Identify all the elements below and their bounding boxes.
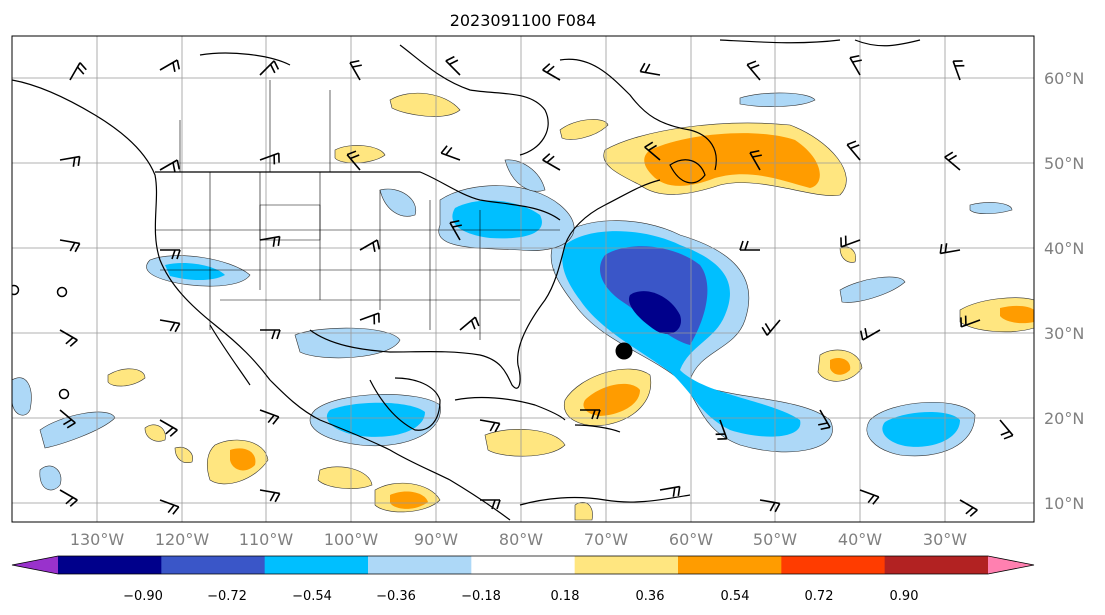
colorbar-segment bbox=[264, 556, 369, 574]
colorbar-tick-label: 0.54 bbox=[721, 589, 750, 604]
calm-circle bbox=[56, 286, 68, 298]
colorbar-segment bbox=[58, 556, 162, 574]
calm-circle bbox=[12, 284, 20, 296]
longitude-labels: 130°W 120°W 110°W 100°W 90°W 80°W 70°W 6… bbox=[70, 530, 967, 549]
lon-label: 70°W bbox=[584, 530, 628, 549]
lon-label: 120°W bbox=[155, 530, 210, 549]
colorbar-tick-label: 0.36 bbox=[636, 589, 665, 604]
calm-circle bbox=[58, 388, 70, 400]
lat-label: 40°N bbox=[1044, 239, 1084, 258]
colorbar-extend-high bbox=[988, 556, 1034, 574]
lon-label: 60°W bbox=[669, 530, 713, 549]
colorbar-tick-label: −0.90 bbox=[123, 589, 163, 604]
colorbar-tick-labels: −0.90 −0.72 −0.54 −0.36 −0.18 0.18 0.36 … bbox=[123, 589, 918, 604]
lon-label: 110°W bbox=[239, 530, 294, 549]
lat-label: 60°N bbox=[1044, 69, 1084, 88]
colorbar-tick-label: 0.18 bbox=[551, 589, 580, 604]
lat-label: 30°N bbox=[1044, 324, 1084, 343]
shaded-field bbox=[12, 92, 1034, 521]
map-title: 2023091100 F084 bbox=[450, 11, 597, 30]
colorbar-tick-label: −0.18 bbox=[461, 589, 501, 604]
colorbar-segment bbox=[161, 556, 266, 574]
colorbar-tick-label: −0.36 bbox=[376, 589, 416, 604]
colorbar-segment bbox=[884, 556, 989, 574]
state-boundaries bbox=[155, 80, 560, 340]
colorbar-segment bbox=[781, 556, 886, 574]
map-panel bbox=[11, 35, 1035, 523]
colorbar-tick-label: 0.90 bbox=[890, 589, 919, 604]
lon-label: 50°W bbox=[753, 530, 797, 549]
lon-label: 80°W bbox=[499, 530, 543, 549]
lat-label: 50°N bbox=[1044, 154, 1084, 173]
lon-label: 30°W bbox=[923, 530, 967, 549]
colorbar-extend-low bbox=[12, 556, 58, 574]
colorbar-outline bbox=[11, 555, 1035, 575]
lon-label: 90°W bbox=[414, 530, 458, 549]
lat-lon-grid bbox=[12, 36, 1034, 522]
lat-label: 20°N bbox=[1044, 409, 1084, 428]
colorbar-tick-label: −0.54 bbox=[292, 589, 332, 604]
colorbar-segment bbox=[678, 556, 782, 574]
colorbar-tick-label: −0.72 bbox=[207, 589, 247, 604]
storm-center-marker bbox=[615, 342, 633, 360]
lon-label: 100°W bbox=[324, 530, 379, 549]
latitude-labels: 60°N 50°N 40°N 30°N 20°N 10°N bbox=[1044, 69, 1084, 513]
colorbar-segment bbox=[574, 556, 679, 574]
coastlines bbox=[12, 39, 921, 521]
colorbar bbox=[11, 555, 1035, 575]
colorbar-segment bbox=[471, 556, 576, 574]
lon-label: 40°W bbox=[838, 530, 882, 549]
lat-label: 10°N bbox=[1044, 494, 1084, 513]
colorbar-tick-label: 0.72 bbox=[805, 589, 834, 604]
lon-label: 130°W bbox=[70, 530, 125, 549]
colorbar-segment bbox=[368, 556, 472, 574]
